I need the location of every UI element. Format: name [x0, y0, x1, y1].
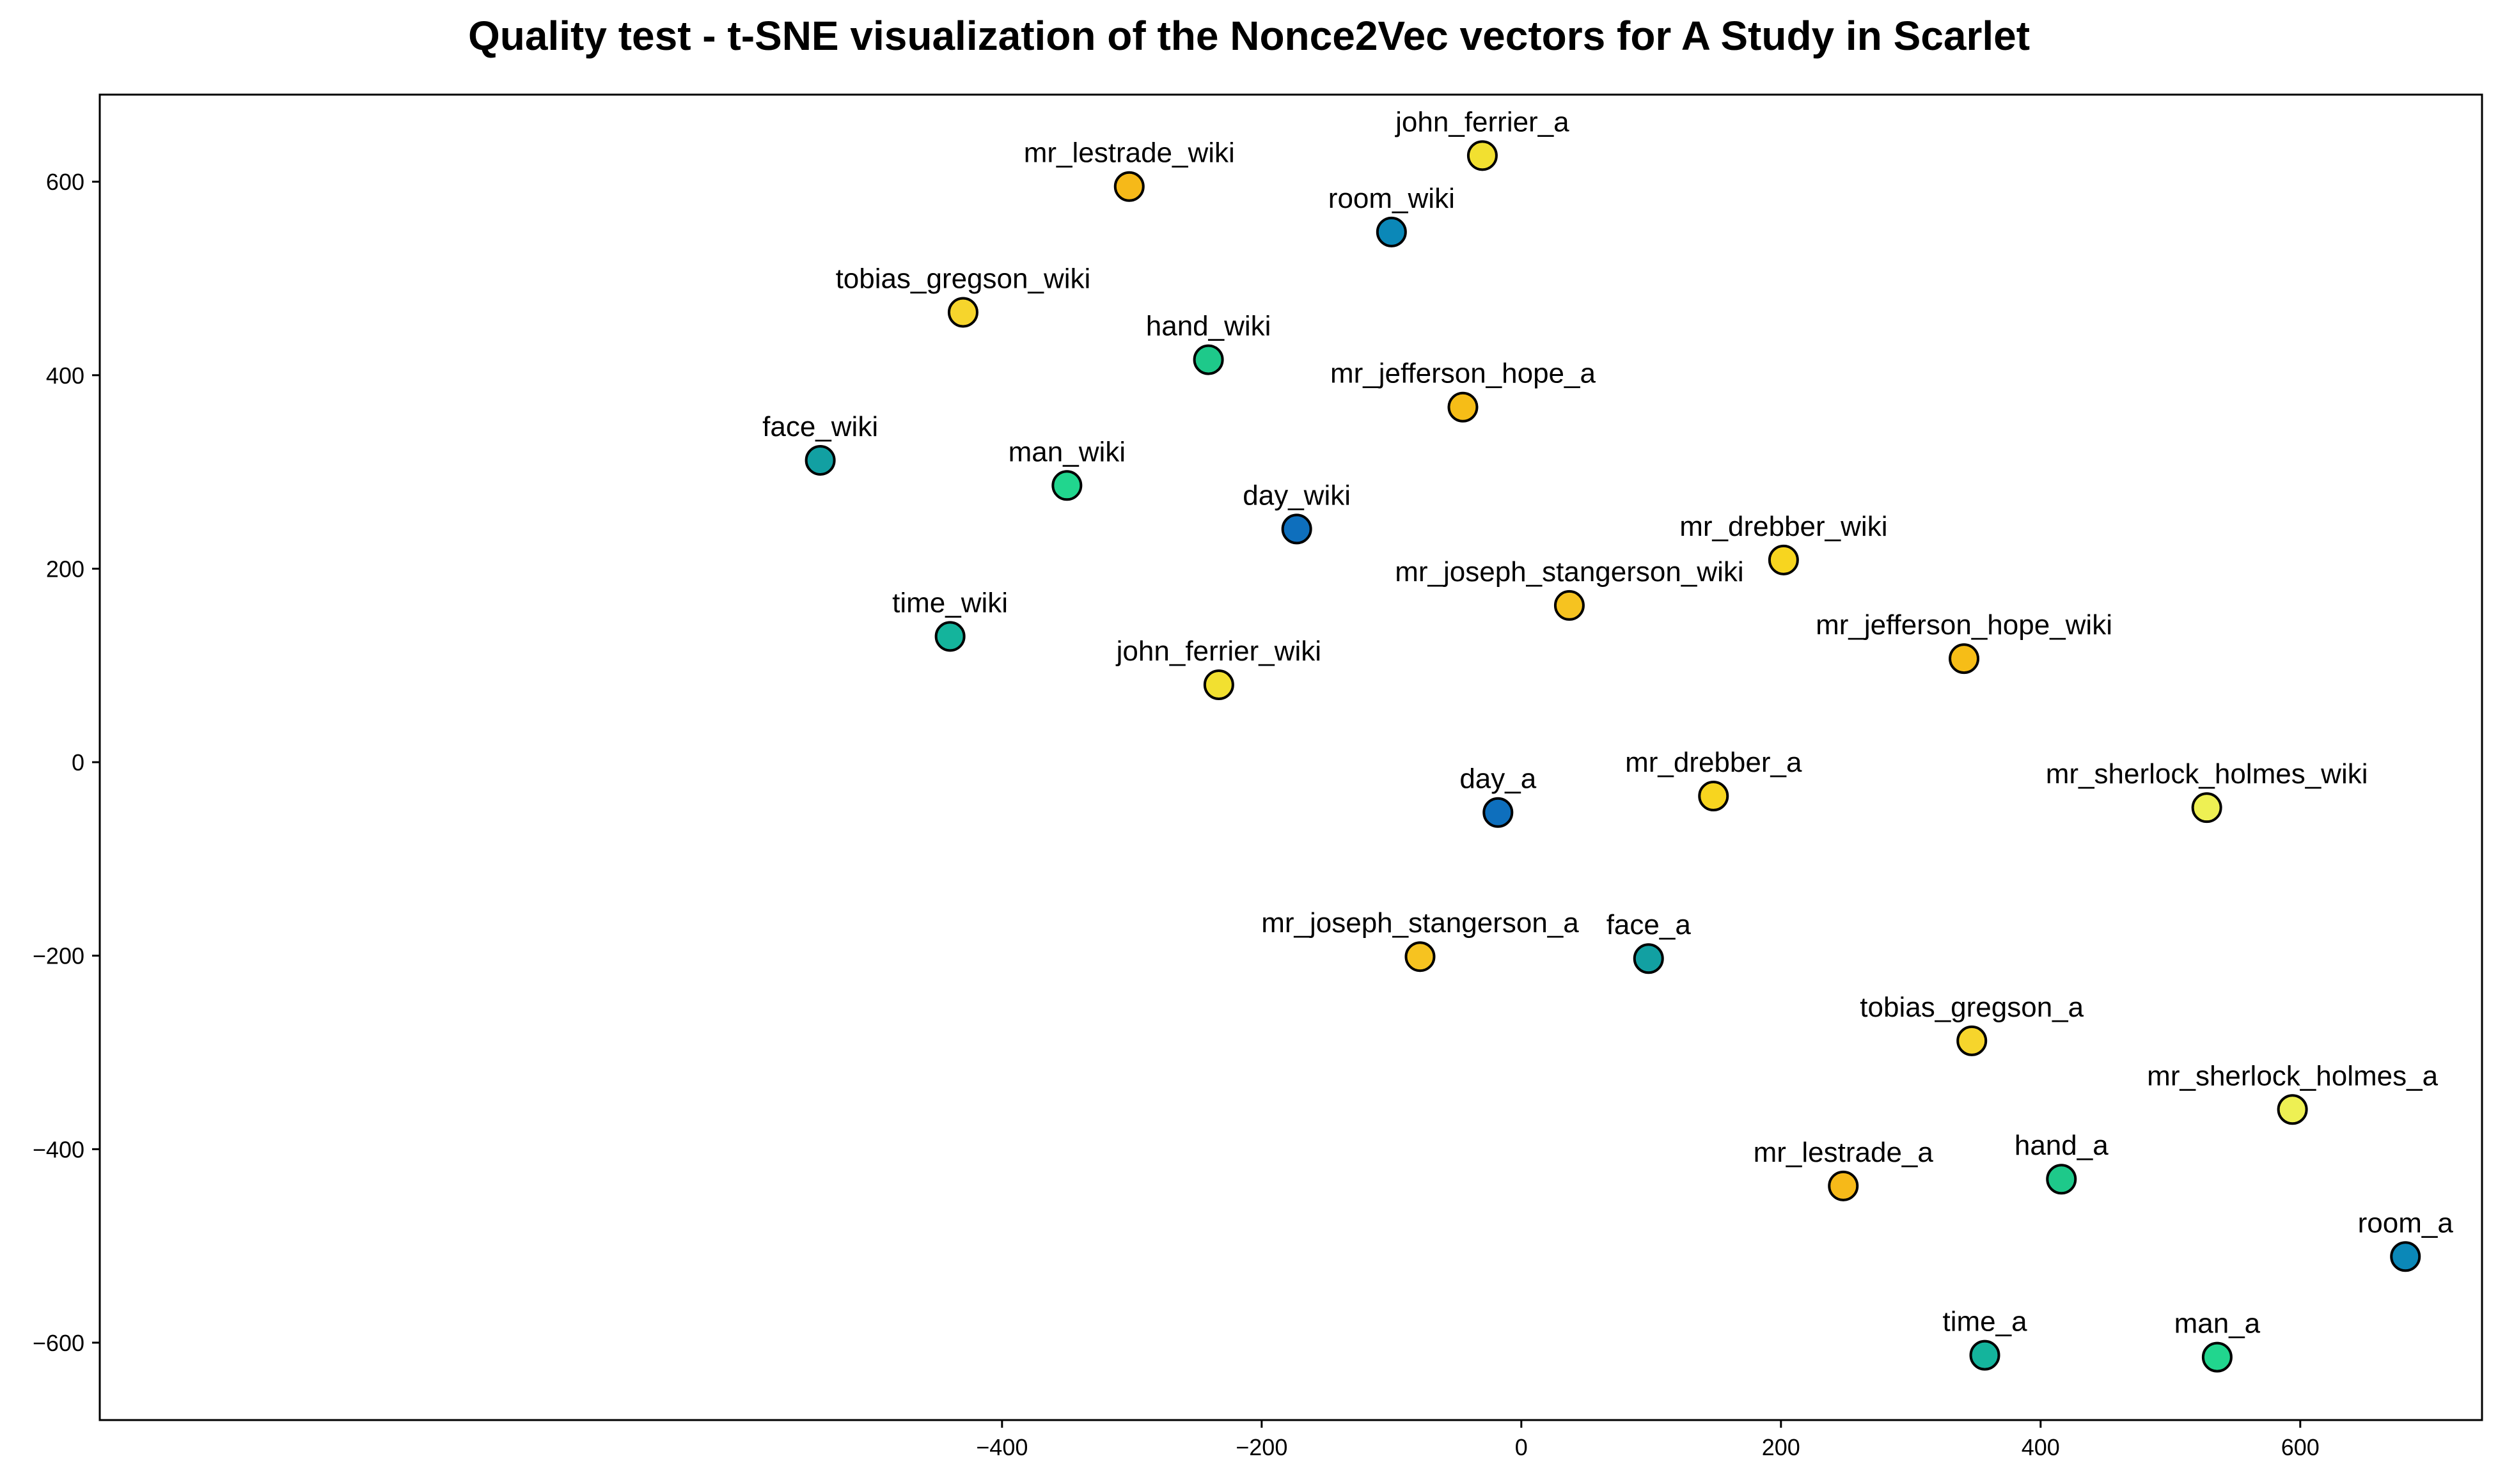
scatter-point — [1113, 171, 1145, 202]
scatter-point — [805, 444, 836, 476]
scatter-point — [1698, 781, 1729, 812]
x-tick-label: −200 — [1236, 1434, 1287, 1460]
scatter-points — [805, 140, 2421, 1373]
point-label: day_wiki — [1243, 480, 1351, 511]
scatter-point — [1633, 943, 1664, 974]
scatter-point — [1203, 669, 1234, 701]
y-tick-label: 0 — [72, 749, 84, 776]
scatter-point — [1447, 391, 1479, 423]
point-label: room_a — [2358, 1207, 2454, 1238]
scatter-point — [1482, 797, 1514, 828]
point-label: man_a — [2174, 1308, 2261, 1340]
scatter-point — [2277, 1094, 2308, 1125]
y-tick-label: 600 — [46, 169, 84, 195]
x-tick-label: 0 — [1515, 1434, 1528, 1460]
chart-title: Quality test - t-SNE visualization of th… — [468, 13, 2030, 59]
point-label: hand_wiki — [1146, 311, 1271, 342]
point-label: john_ferrier_wiki — [1115, 636, 1321, 667]
scatter-point — [1466, 140, 1498, 171]
scatter-point — [1768, 544, 1799, 575]
point-label: day_a — [1459, 763, 1536, 795]
scatter-point — [1828, 1170, 1859, 1201]
y-tick-label: 200 — [46, 556, 84, 582]
point-label: face_a — [1606, 909, 1692, 941]
y-tick-label: −400 — [33, 1136, 84, 1162]
point-label: room_wiki — [1328, 183, 1455, 214]
x-tick-label: 400 — [2022, 1434, 2060, 1460]
point-label: time_wiki — [892, 587, 1008, 618]
point-label: tobias_gregson_wiki — [836, 263, 1091, 294]
scatter-point — [2201, 1341, 2233, 1373]
point-label: mr_lestrade_a — [1754, 1137, 1934, 1168]
scatter-point — [1969, 1340, 2000, 1371]
scatter-point — [934, 621, 966, 652]
scatter-point — [1553, 590, 1585, 621]
point-label: mr_lestrade_wiki — [1024, 137, 1235, 169]
scatter-point — [1376, 216, 1407, 247]
scatter-point — [1956, 1025, 1988, 1056]
x-axis: −400 −200 0 200 400 600 — [976, 1420, 2320, 1460]
point-label: mr_sherlock_holmes_a — [2147, 1060, 2438, 1091]
point-label: mr_drebber_a — [1625, 747, 1802, 778]
scatter-point — [1404, 941, 1436, 972]
point-label: mr_joseph_stangerson_a — [1261, 907, 1579, 939]
x-tick-label: 200 — [1762, 1434, 1800, 1460]
point-label: mr_joseph_stangerson_wiki — [1395, 556, 1743, 588]
point-labels: john_ferrier_a mr_lestrade_wiki room_wikit… — [762, 106, 2453, 1339]
point-label: mr_sherlock_holmes_wiki — [2046, 758, 2368, 790]
point-label: john_ferrier_a — [1394, 106, 1569, 137]
y-tick-label: −200 — [33, 943, 84, 969]
scatter-point — [1281, 513, 1312, 545]
y-tick-label: 400 — [46, 363, 84, 389]
scatter-point — [1949, 643, 1980, 675]
point-label: face_wiki — [762, 411, 878, 442]
point-label: mr_drebber_wiki — [1679, 511, 1887, 542]
scatter-point — [2390, 1241, 2421, 1272]
scatter-point — [1051, 470, 1083, 501]
scatter-point — [2191, 792, 2222, 824]
point-label: mr_jefferson_hope_wiki — [1816, 609, 2112, 641]
y-axis: −600 −400 −200 0 200 400 600 — [33, 169, 100, 1356]
point-label: hand_a — [2015, 1130, 2109, 1161]
x-tick-label: 600 — [2281, 1434, 2320, 1460]
plot-area — [98, 93, 2483, 1421]
point-label: tobias_gregson_a — [1860, 992, 2084, 1023]
scatter-point — [2046, 1164, 2077, 1195]
point-label: time_a — [1942, 1306, 2027, 1338]
scatter-point — [1193, 344, 1224, 375]
point-label: mr_jefferson_hope_a — [1330, 358, 1596, 389]
point-label: man_wiki — [1009, 436, 1126, 467]
y-tick-label: −600 — [33, 1330, 84, 1356]
x-tick-label: −400 — [976, 1434, 1028, 1460]
scatter-point — [947, 297, 978, 328]
